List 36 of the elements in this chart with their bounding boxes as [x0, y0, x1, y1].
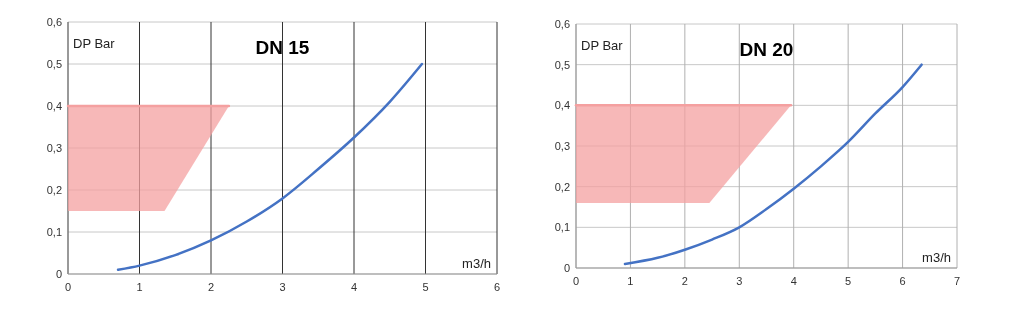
- line-series: [116, 62, 424, 272]
- x-tick-label: 1: [136, 281, 143, 293]
- y-tick-label: 0,5: [554, 58, 570, 71]
- y-axis-title: DP Bar: [581, 38, 624, 53]
- x-tick-label: 4: [790, 275, 797, 287]
- x-tick-label: 0: [64, 281, 72, 293]
- x-tick-label: 2: [681, 275, 688, 287]
- text: DN 15: [255, 37, 310, 58]
- y-tick-label: 0,5: [46, 57, 62, 70]
- x-tick-label: 0: [572, 275, 580, 287]
- y-tick-label: 0,6: [554, 17, 570, 30]
- y-tick-label: 0,3: [46, 141, 62, 154]
- x-tick-label: 3: [279, 281, 286, 293]
- x-tick-label: 6: [493, 281, 501, 293]
- y-tick-label: 0,1: [554, 221, 570, 234]
- y-axis-title: DP Bar: [73, 36, 116, 51]
- x-tick-label: 5: [845, 275, 852, 287]
- x-tick-label: 5: [422, 281, 429, 293]
- x-tick-label: 3: [736, 275, 743, 287]
- x-tick-label: 1: [627, 275, 634, 287]
- line-series: [623, 63, 923, 266]
- y-tick-label: 0,4: [554, 99, 570, 112]
- x-tick-label: 7: [953, 275, 961, 287]
- y-tick-label: 0,4: [46, 99, 62, 112]
- x-tick-label: 6: [899, 275, 906, 287]
- x-tick-label: 2: [207, 281, 215, 293]
- x-axis-title: m3/h: [462, 256, 491, 271]
- text: DN 20: [739, 39, 794, 60]
- x-tick-label: 4: [350, 281, 358, 293]
- y-tick-label: 0,3: [554, 139, 570, 152]
- y-tick-label: 0,2: [554, 180, 570, 193]
- x-axis-title: m3/h: [922, 250, 951, 265]
- y-tick-label: 0: [563, 261, 570, 274]
- y-tick-label: 0,6: [46, 15, 62, 28]
- y-tick-label: 0,2: [46, 183, 62, 196]
- y-tick-label: 0,1: [46, 225, 62, 238]
